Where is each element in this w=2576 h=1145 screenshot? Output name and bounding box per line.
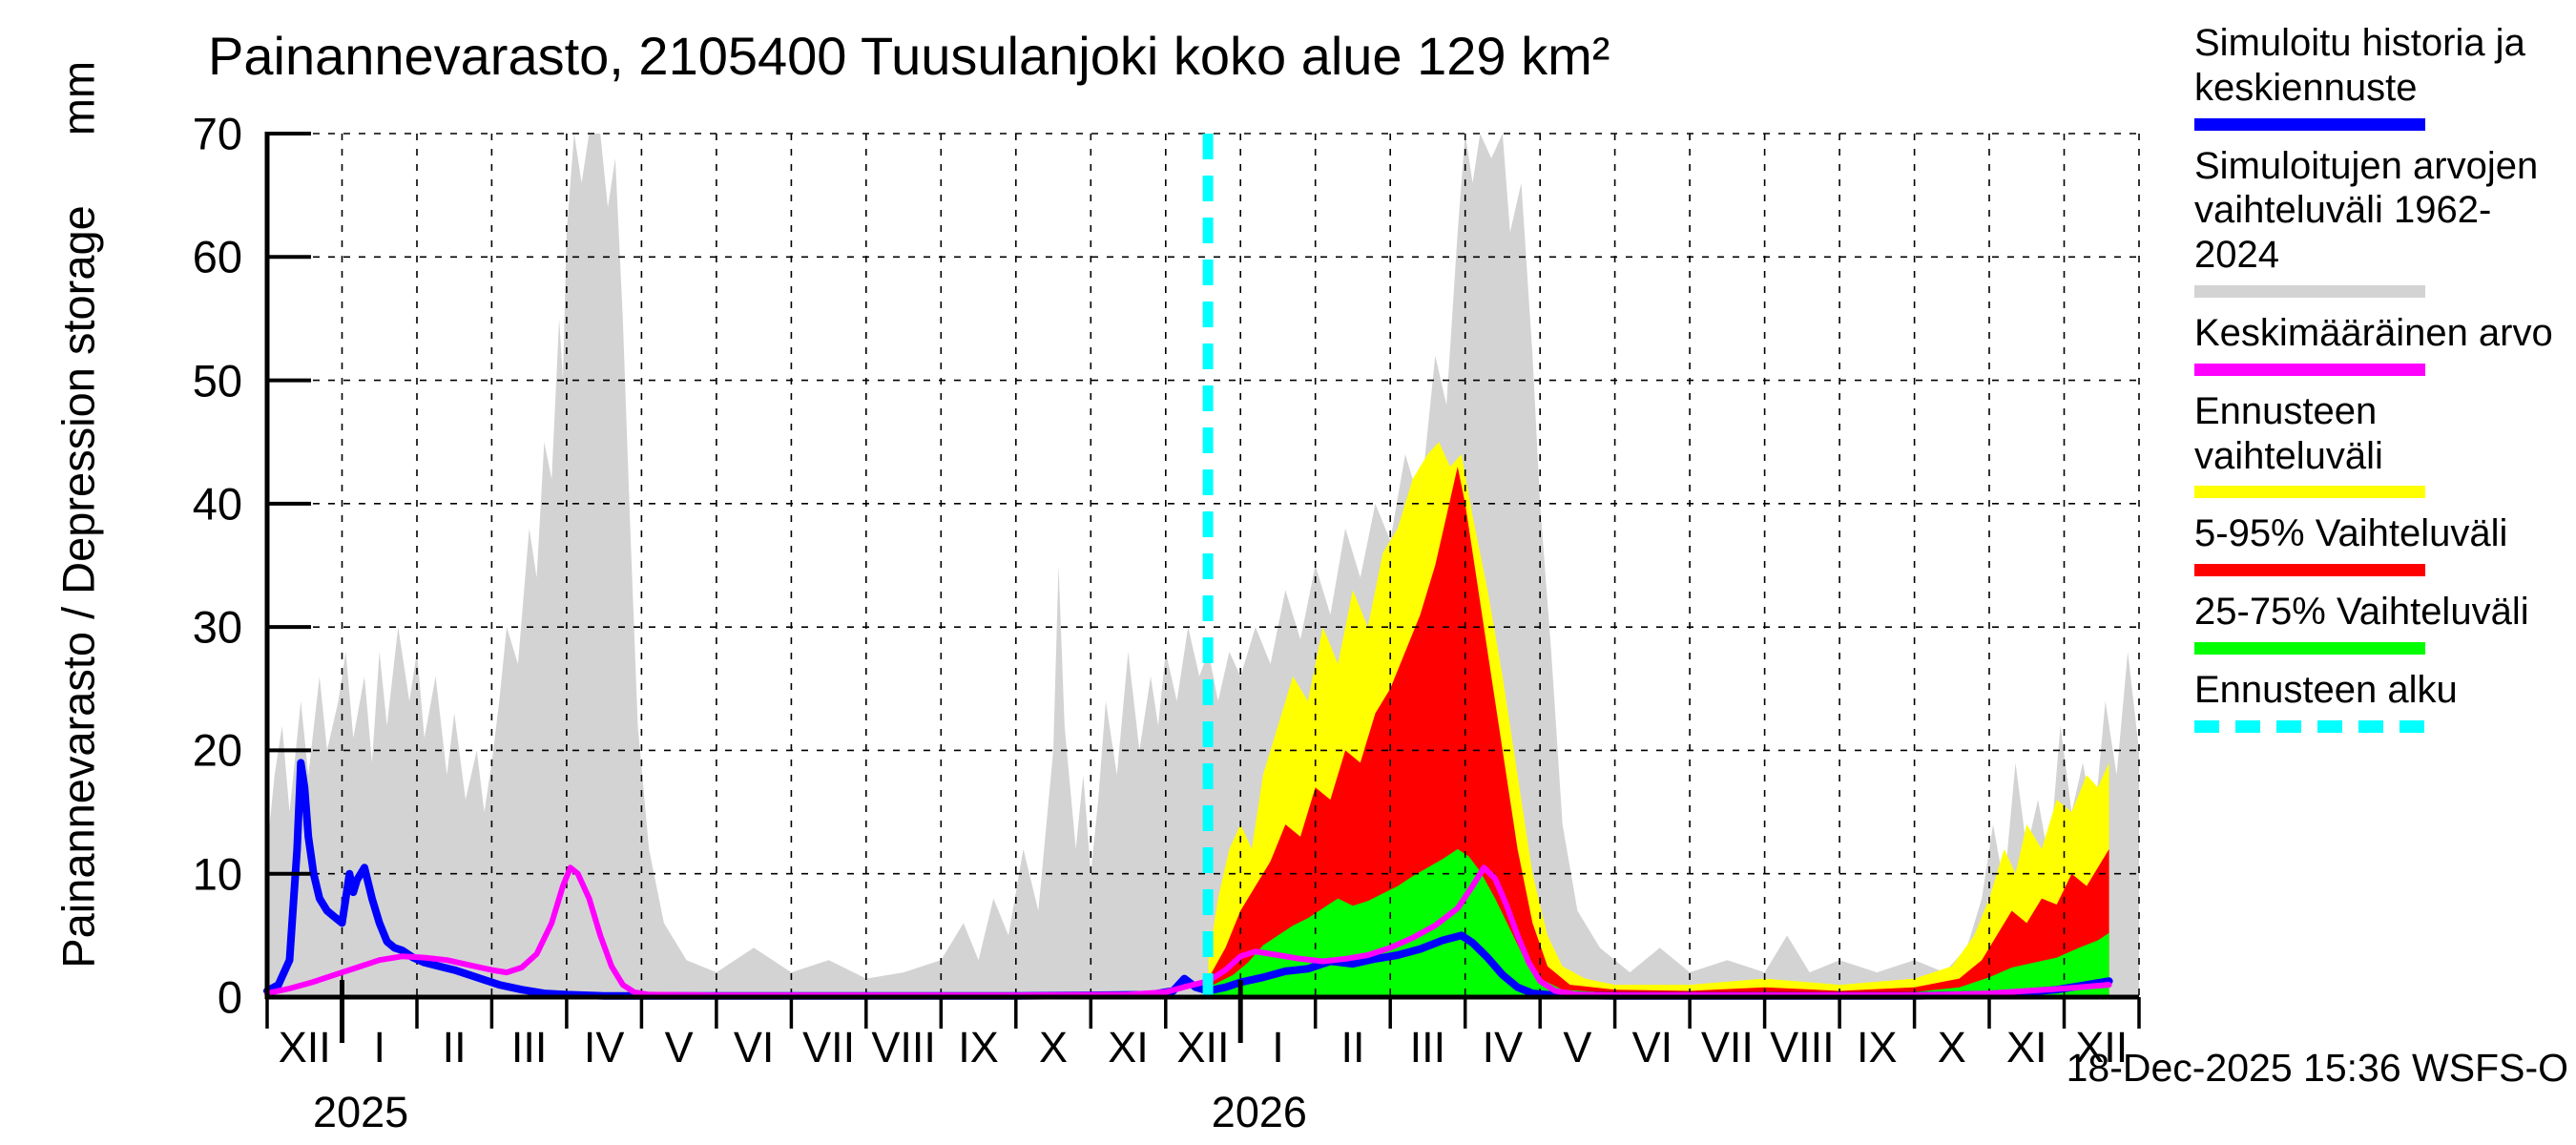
legend-item-swatch	[2194, 641, 2425, 655]
x-month-label: VII	[1700, 1023, 1754, 1072]
x-month-label: IV	[1482, 1023, 1524, 1072]
legend-item: 5-95% Vaihteluväli	[2194, 511, 2572, 577]
x-month-label: V	[664, 1023, 694, 1072]
legend-item: Keskimääräinen arvo	[2194, 311, 2572, 376]
x-month-label: XII	[2075, 1023, 2129, 1072]
x-month-label: XII	[278, 1023, 331, 1072]
legend-item-swatch	[2194, 719, 2425, 733]
x-month-label: X	[1937, 1023, 1966, 1072]
legend-item: Simuloitu historia ja keskiennuste	[2194, 21, 2572, 131]
legend-item: Ennusteen alku	[2194, 668, 2572, 733]
y-tick-label: 30	[192, 601, 242, 653]
y-tick-label: 70	[192, 108, 242, 159]
x-month-label: VII	[802, 1023, 856, 1072]
legend-item-swatch	[2194, 486, 2425, 499]
legend-item-label: Ennusteen alku	[2194, 668, 2458, 711]
y-tick-label: 40	[192, 478, 242, 530]
y-axis-unit-label: mm	[52, 60, 104, 136]
x-month-label: X	[1039, 1023, 1069, 1072]
x-month-label: I	[1272, 1023, 1284, 1072]
legend-item-label: Ennusteen vaihteluväli	[2194, 389, 2383, 477]
band-series	[1208, 848, 2109, 997]
x-year-label: 2025	[313, 1088, 409, 1136]
y-axis-label: Painannevarasto / Depression storage	[52, 205, 104, 968]
legend-item-swatch	[2194, 564, 2425, 577]
x-month-label: IX	[958, 1023, 999, 1072]
legend-item: Ennusteen vaihteluväli	[2194, 389, 2572, 499]
x-month-label: XII	[1176, 1023, 1230, 1072]
x-month-label: IV	[583, 1023, 625, 1072]
x-month-label: IX	[1857, 1023, 1898, 1072]
legend-item-label: Simuloitujen arvojen vaihteluväli 1962-2…	[2194, 144, 2539, 277]
x-month-label: VI	[1631, 1023, 1673, 1072]
x-month-label: II	[442, 1023, 467, 1072]
legend-item: Simuloitujen arvojen vaihteluväli 1962-2…	[2194, 144, 2572, 298]
x-year-label: 2026	[1211, 1088, 1307, 1136]
y-tick-label: 50	[192, 355, 242, 406]
timestamp: 18-Dec-2025 15:36 WSFS-O	[2066, 1046, 2568, 1090]
line-series	[264, 864, 2112, 999]
chart-title: Painannevarasto, 2105400 Tuusulanjoki ko…	[208, 26, 1610, 86]
legend-item-swatch	[2194, 363, 2425, 376]
x-month-label: VIII	[871, 1023, 936, 1072]
legend-item: 25-75% Vaihteluväli	[2194, 590, 2572, 655]
x-month-label: II	[1340, 1023, 1365, 1072]
x-month-label: XI	[2006, 1023, 2047, 1072]
x-month-label: VIII	[1770, 1023, 1835, 1072]
x-month-label: XI	[1108, 1023, 1149, 1072]
legend: Simuloitu historia ja keskiennuste Simulo…	[2194, 21, 2572, 746]
legend-item-label: Simuloitu historia ja keskiennuste	[2194, 22, 2525, 109]
x-month-label: I	[373, 1023, 385, 1072]
legend-item-label: 5-95% Vaihteluväli	[2194, 512, 2508, 555]
y-tick-label: 20	[192, 724, 242, 776]
x-month-label: VI	[733, 1023, 775, 1072]
y-tick-label: 10	[192, 848, 242, 900]
legend-item-swatch	[2194, 284, 2425, 298]
y-tick-label: 60	[192, 231, 242, 282]
x-month-label: III	[510, 1023, 548, 1072]
legend-item-label: Keskimääräinen arvo	[2194, 311, 2553, 354]
legend-item-label: 25-75% Vaihteluväli	[2194, 591, 2529, 634]
legend-item-swatch	[2194, 117, 2425, 131]
y-tick-label: 0	[217, 971, 242, 1023]
x-month-label: V	[1563, 1023, 1592, 1072]
x-month-label: III	[1409, 1023, 1446, 1072]
